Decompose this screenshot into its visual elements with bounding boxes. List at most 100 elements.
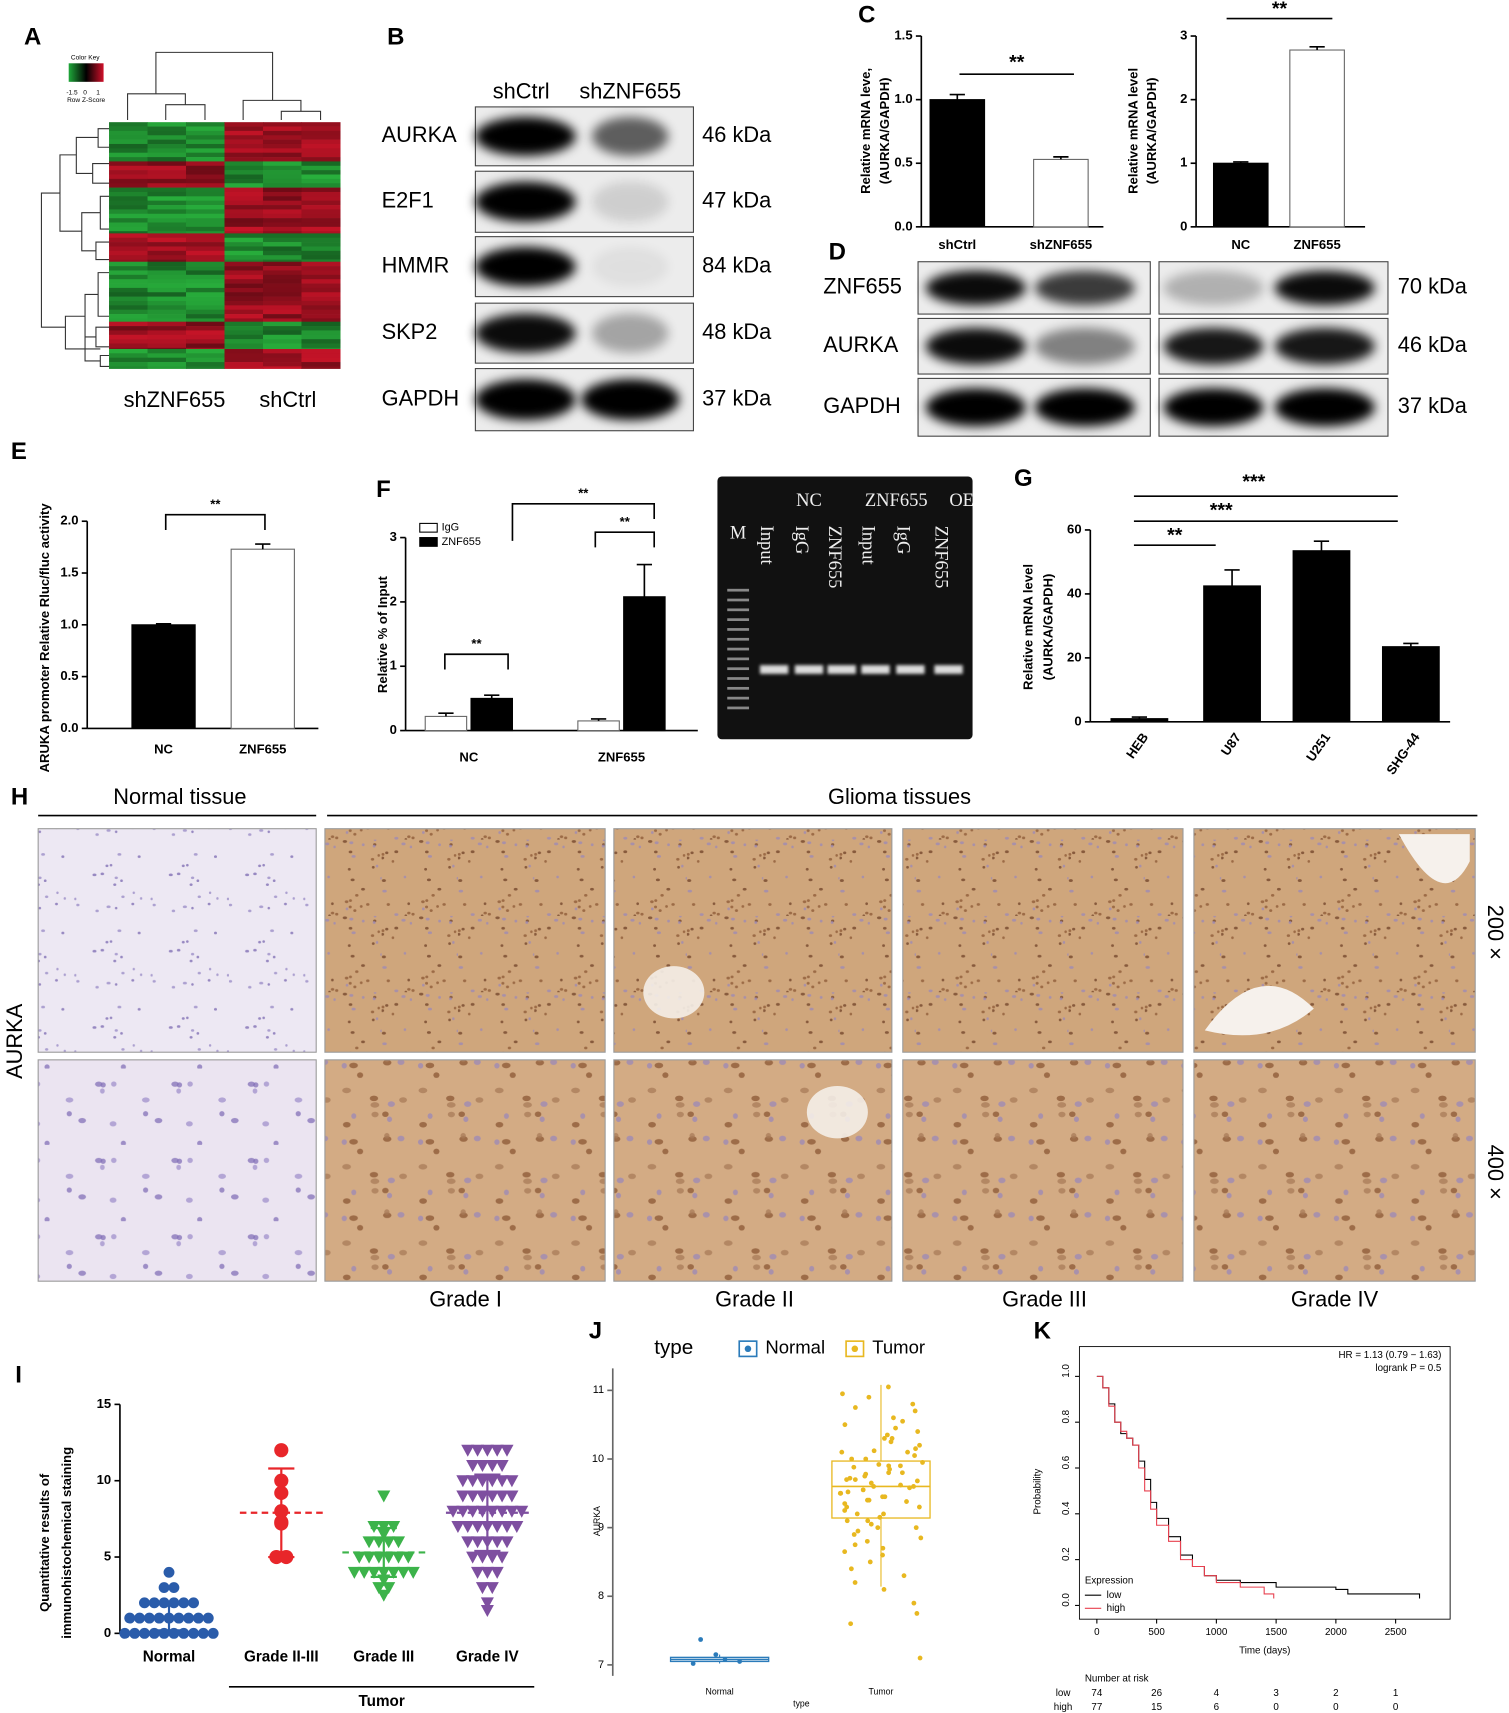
- error-bar: [155, 622, 172, 625]
- heatmap-cell: [186, 296, 226, 302]
- data-point: [914, 1478, 920, 1484]
- data-point: [367, 1566, 381, 1579]
- gel-band: [896, 665, 925, 674]
- data-point: [868, 1521, 874, 1527]
- heatmap-cell: [109, 334, 149, 340]
- gel-band: [934, 665, 963, 674]
- x-tick-label: Normal: [143, 1648, 196, 1665]
- data-point: [904, 1499, 909, 1504]
- lane-label: shZNF655: [579, 78, 681, 103]
- data-point: [197, 1627, 209, 1639]
- data-point: [495, 1551, 509, 1564]
- data-point: [490, 1521, 504, 1534]
- heatmap-cell: [109, 122, 149, 127]
- heatmap-cell: [109, 226, 149, 232]
- heatmap-cell: [109, 148, 149, 154]
- blot-band: [592, 313, 669, 353]
- heatmap-cell: [186, 334, 226, 340]
- y-axis-label: Probability: [1033, 1469, 1044, 1515]
- heatmap-cell: [186, 178, 226, 184]
- panel-letter: F: [376, 476, 391, 503]
- heatmap-cell: [224, 135, 264, 140]
- y-tick-label: 0: [1074, 713, 1081, 728]
- heatmap-cell: [147, 196, 187, 202]
- heatmap-cell: [186, 343, 226, 349]
- heatmap-cell: [301, 343, 341, 349]
- data-point: [871, 1484, 877, 1489]
- heatmap-cell: [147, 353, 187, 359]
- heatmap-cell: [224, 292, 264, 297]
- error-bar: [590, 718, 607, 721]
- data-point: [382, 1536, 396, 1549]
- x-tick-label: SHG-44: [1383, 729, 1423, 777]
- heatmap-cell: [147, 170, 187, 175]
- data-point: [391, 1551, 406, 1564]
- heatmap-cell: [262, 135, 303, 140]
- y-tick-label: 1.5: [60, 564, 78, 579]
- significance-label: **: [471, 636, 482, 651]
- heatmap-cell: [301, 309, 341, 315]
- heatmap-cell: [262, 196, 303, 202]
- error-bar: [1313, 540, 1330, 551]
- data-point: [124, 1612, 136, 1624]
- heatmap-cell: [224, 283, 264, 289]
- heatmap-cell: [186, 348, 226, 354]
- data-point: [852, 1580, 858, 1585]
- heatmap-cell: [147, 326, 187, 331]
- y-tick-label: 0: [104, 1625, 111, 1640]
- heatmap-cell: [109, 321, 149, 327]
- ladder-band: [727, 628, 750, 631]
- heatmap-cell: [262, 237, 303, 243]
- y-tick-label: 60: [1067, 521, 1082, 536]
- panel-letter: K: [1034, 1318, 1052, 1345]
- data-point: [886, 1384, 891, 1390]
- heatmap-cell: [301, 231, 341, 234]
- significance-label: **: [1272, 0, 1288, 20]
- data-point: [842, 1422, 848, 1428]
- data-point: [119, 1627, 131, 1639]
- data-point: [372, 1536, 386, 1549]
- heatmap-cell: [186, 218, 226, 223]
- heatmap-cell: [262, 292, 303, 297]
- risk-count: 15: [1151, 1702, 1162, 1713]
- significance-label: **: [1009, 51, 1025, 73]
- heatmap-cell: [224, 314, 264, 319]
- heatmap-cell: [147, 321, 187, 327]
- data-point: [886, 1470, 892, 1476]
- data-point: [466, 1459, 480, 1472]
- risk-count: 0: [1273, 1702, 1279, 1713]
- legend-label: high: [1107, 1603, 1126, 1614]
- heatmap-cell: [301, 183, 341, 188]
- error-bar: [255, 543, 271, 550]
- data-point: [505, 1475, 519, 1488]
- data-point: [838, 1490, 844, 1496]
- heatmap-cell: [224, 246, 264, 252]
- data-point: [912, 1453, 917, 1458]
- data-point: [875, 1525, 881, 1531]
- heatmap-cell: [262, 183, 303, 188]
- heatmap-cell: [262, 343, 303, 349]
- data-point: [914, 1611, 920, 1616]
- data-point: [485, 1475, 499, 1488]
- heatmap-cell: [186, 326, 226, 331]
- heatmap-cell: [109, 255, 149, 260]
- ihc-image: [613, 828, 893, 1053]
- heatmap-cell: [224, 242, 264, 247]
- sd-bar: [155, 1601, 183, 1632]
- heatmap-cell: [224, 157, 264, 162]
- data-point: [495, 1490, 509, 1503]
- legend-swatch: [845, 1340, 865, 1358]
- heatmap-cell: [301, 148, 341, 154]
- x-tick-label: 2000: [1325, 1627, 1347, 1638]
- heatmap-cell: [186, 300, 226, 306]
- heatmap-cell: [224, 218, 264, 223]
- group-label: Tumor: [358, 1693, 404, 1710]
- bar: [1110, 718, 1169, 723]
- heatmap-cell: [262, 246, 303, 252]
- data-point: [377, 1589, 391, 1602]
- significance-bracket: [164, 513, 266, 530]
- heatmap-cell: [224, 231, 264, 234]
- heatmap-cell: [262, 283, 303, 289]
- data-point: [916, 1504, 922, 1510]
- heatmap-cell: [109, 152, 149, 158]
